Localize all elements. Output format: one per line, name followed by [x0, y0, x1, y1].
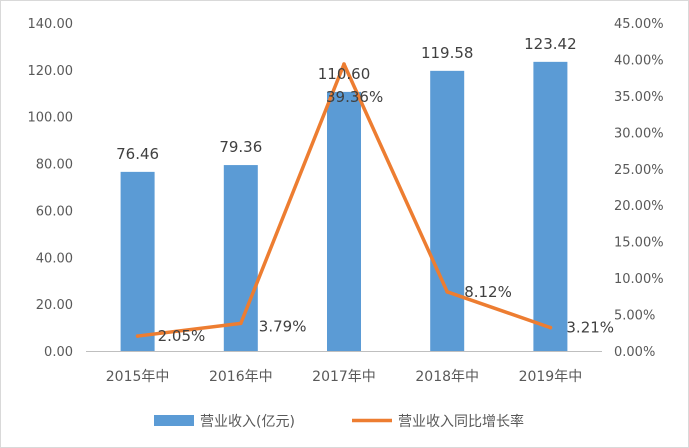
y-right-tick-label: 20.00% [614, 199, 664, 214]
x-category-label: 2015年中 [106, 369, 170, 385]
y-left-tick-label: 40.00 [36, 251, 73, 266]
y-right-tick-label: 35.00% [614, 90, 664, 105]
y-right-tick-label: 40.00% [614, 53, 664, 68]
bar-value-label: 119.58 [421, 44, 474, 62]
legend-bar-label: 营业收入(亿元) [200, 414, 295, 430]
x-category-label: 2017年中 [312, 369, 376, 385]
x-category-label: 2018年中 [415, 369, 479, 385]
bar-value-label: 76.46 [116, 145, 159, 163]
growth-rate-point-1 [135, 334, 140, 338]
line-value-label: 3.21% [566, 319, 614, 337]
y-left-tick-label: 140.00 [28, 17, 74, 32]
y-left-tick-label: 0.00 [44, 345, 73, 360]
legend-line-label: 营业收入同比增长率 [398, 413, 524, 430]
legend-bar-swatch [154, 415, 194, 426]
line-value-label: 3.79% [259, 317, 307, 335]
y-left-tick-label: 80.00 [36, 158, 73, 173]
growth-rate-point-4 [445, 290, 450, 294]
bar-1 [120, 171, 155, 351]
line-value-label: 39.36% [326, 88, 383, 106]
y-right-tick-label: 15.00% [614, 236, 664, 251]
y-right-tick-label: 30.00% [614, 126, 664, 141]
bar-value-label: 79.36 [219, 138, 262, 156]
y-right-tick-label: 10.00% [614, 272, 664, 287]
bar-3 [327, 91, 361, 351]
bar-5 [533, 61, 568, 351]
x-category-label: 2016年中 [209, 369, 273, 385]
y-right-tick-label: 0.00% [614, 345, 655, 360]
y-left-tick-label: 20.00 [36, 298, 73, 313]
bar-value-label: 123.42 [524, 35, 577, 53]
growth-rate-point-5 [548, 325, 553, 330]
growth-rate-point-2 [239, 321, 243, 326]
y-left-tick-label: 120.00 [28, 64, 74, 79]
y-right-tick-label: 25.00% [614, 163, 664, 178]
y-left-tick-label: 100.00 [28, 111, 74, 126]
growth-rate-point-3 [342, 62, 346, 66]
line-value-label: 8.12% [464, 283, 512, 301]
x-category-label: 2019年中 [519, 369, 583, 385]
line-value-label: 2.05% [158, 327, 206, 345]
y-right-tick-label: 45.00% [614, 17, 664, 32]
y-right-tick-label: 5.00% [614, 309, 655, 324]
bar-value-label: 110.60 [318, 65, 371, 83]
y-left-tick-label: 60.00 [36, 204, 73, 219]
bar-4 [430, 70, 465, 352]
